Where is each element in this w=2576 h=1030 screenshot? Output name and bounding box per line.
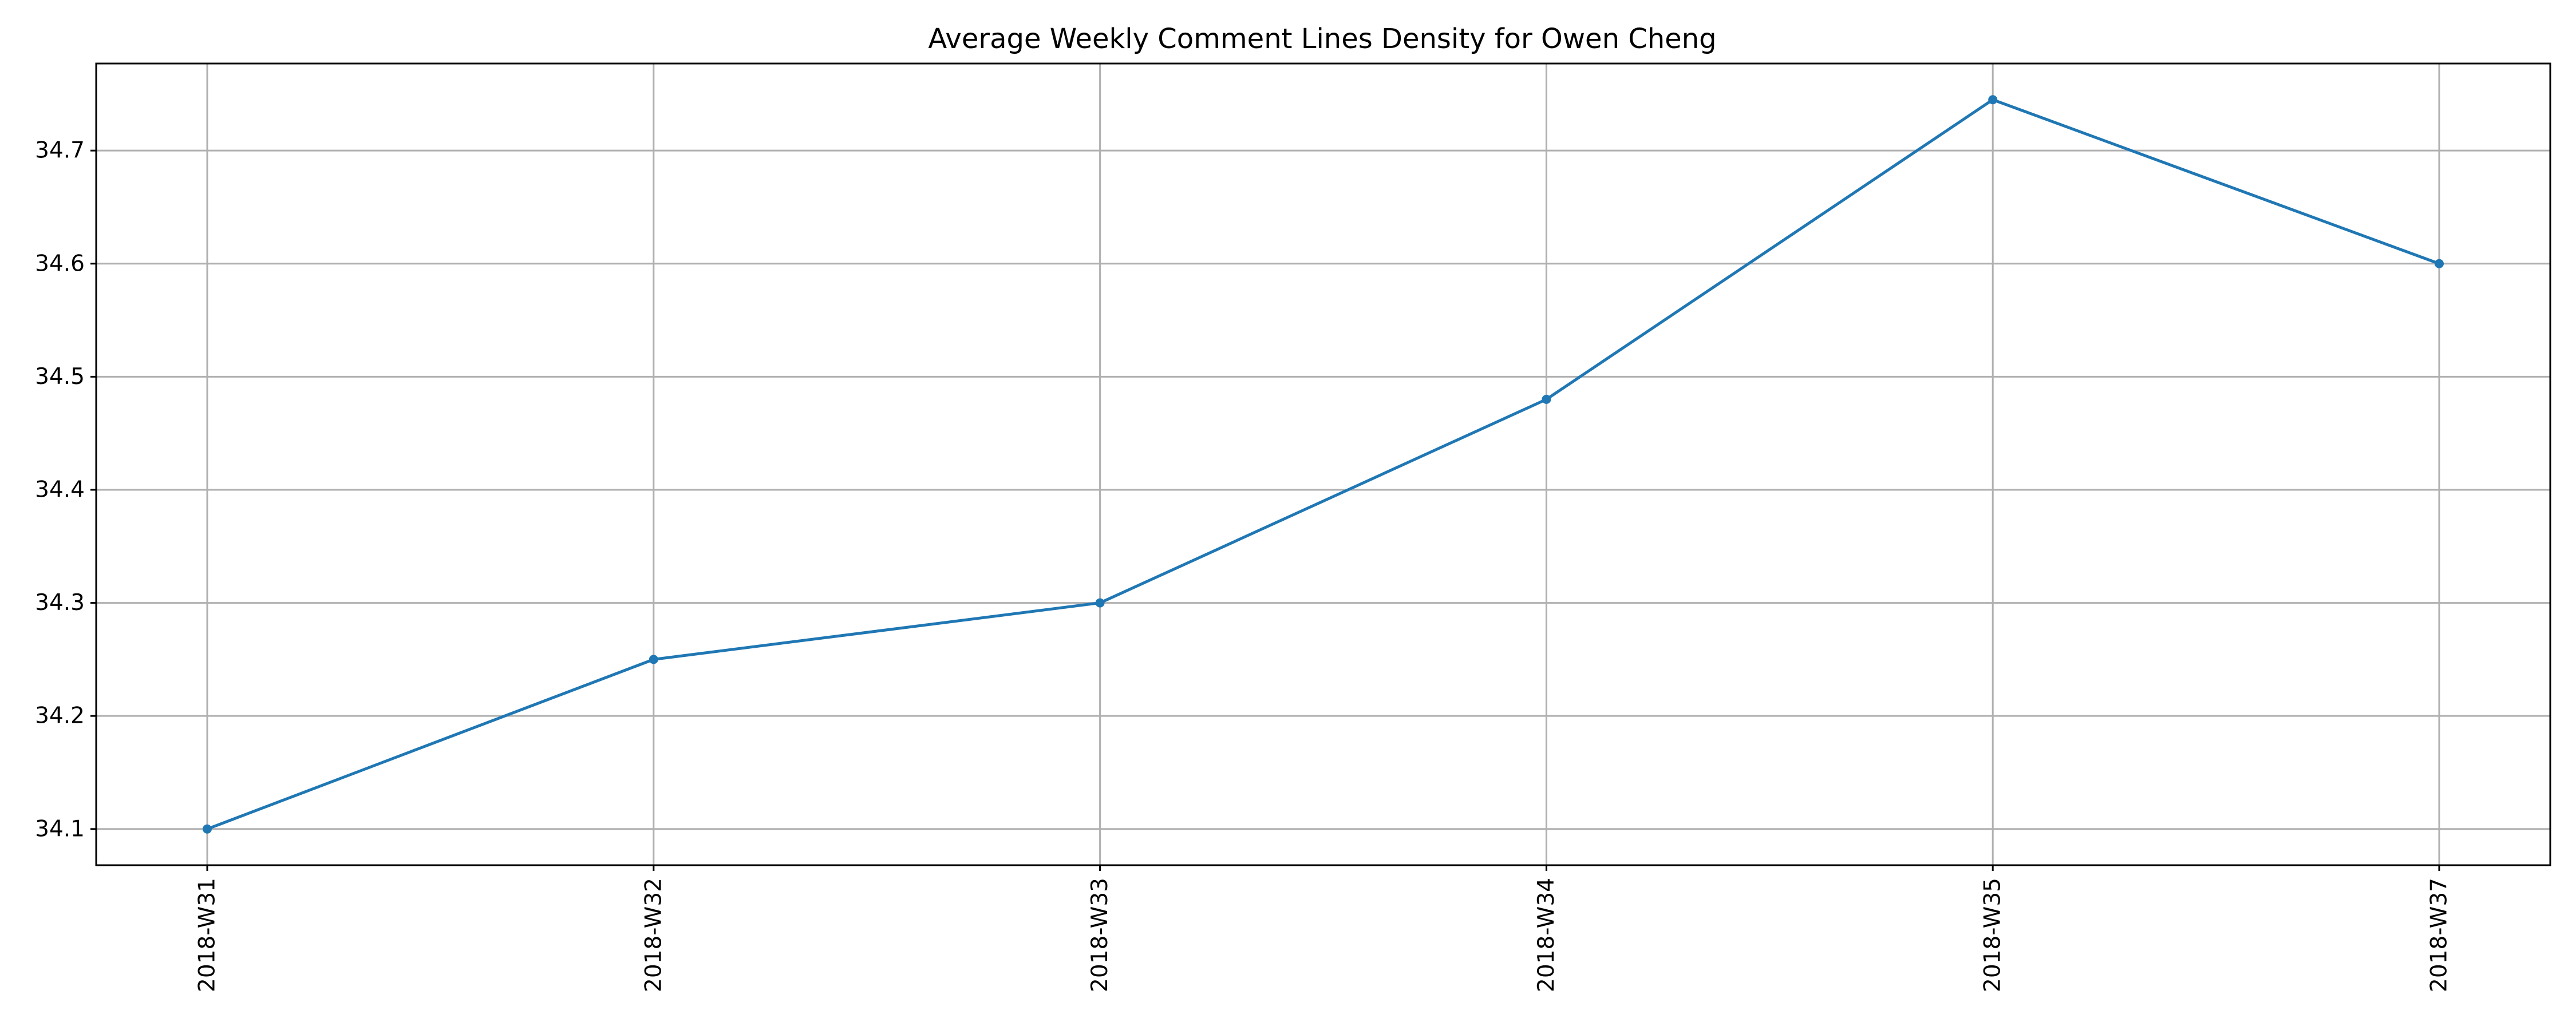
y-tick-label: 34.5	[35, 364, 85, 390]
data-point	[1988, 95, 1998, 105]
data-point	[203, 824, 212, 834]
x-tick-label: 2018-W33	[1087, 878, 1113, 992]
y-tick-label: 34.1	[35, 816, 85, 842]
chart-title: Average Weekly Comment Lines Density for…	[928, 23, 1716, 55]
data-point	[2435, 259, 2444, 268]
x-tick-label: 2018-W31	[195, 878, 220, 992]
ticks: 2018-W31 2018-W32 2018-W33 2018-W34 2018-W35…	[35, 138, 2452, 992]
data-point	[1095, 598, 1105, 608]
x-tick-label: 2018-W37	[2427, 878, 2452, 992]
series-layer	[203, 95, 2444, 834]
y-tick-label: 34.7	[35, 138, 85, 164]
data-point	[649, 655, 658, 664]
grid	[96, 64, 2550, 865]
y-tick-label: 34.6	[35, 251, 85, 276]
plot-frame	[95, 62, 2551, 866]
data-point	[1542, 394, 1551, 404]
y-tick-label: 34.3	[35, 590, 85, 616]
x-tick-label: 2018-W34	[1534, 878, 1559, 992]
x-tick-label: 2018-W32	[641, 878, 666, 992]
x-tick-label: 2018-W35	[1980, 878, 2006, 992]
y-tick-label: 34.2	[35, 703, 85, 729]
y-tick-label: 34.4	[35, 477, 85, 502]
series-line	[207, 98, 2440, 831]
